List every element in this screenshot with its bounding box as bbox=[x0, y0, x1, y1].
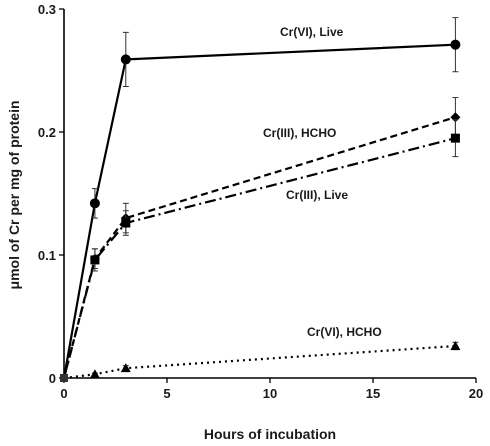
data-point bbox=[89, 198, 100, 209]
series-line bbox=[62, 43, 456, 379]
series-label-crvi-hcho: Cr(VI), HCHO bbox=[307, 325, 382, 339]
y-axis-title: μmol of Cr per mg of protein bbox=[6, 100, 22, 289]
series-label-criii-hcho: Cr(III), HCHO bbox=[263, 126, 336, 140]
y-tick-label: 0 bbox=[49, 371, 56, 386]
tick-group: 0 5 10 15 20 0 0.1 0.2 0.3 bbox=[38, 2, 483, 401]
series-line bbox=[62, 116, 456, 379]
series-line bbox=[62, 137, 456, 379]
data-point bbox=[89, 369, 100, 379]
series-label-group: Cr(VI), Live Cr(III), HCHO Cr(III), Live… bbox=[263, 25, 382, 339]
x-tick-label: 15 bbox=[366, 386, 380, 401]
data-point bbox=[120, 363, 131, 373]
data-point bbox=[60, 374, 68, 382]
series-cr-vi-hcho bbox=[60, 341, 461, 382]
x-tick-label: 10 bbox=[263, 386, 277, 401]
series-label-crvi-live: Cr(VI), Live bbox=[280, 25, 344, 39]
y-tick-label: 0.1 bbox=[38, 248, 56, 263]
series-group bbox=[60, 17, 461, 382]
series-cr-vi-live bbox=[60, 17, 461, 382]
data-point bbox=[90, 255, 100, 265]
data-point bbox=[450, 341, 461, 351]
x-axis-title: Hours of incubation bbox=[204, 426, 336, 442]
series-cr-iii-hcho bbox=[60, 97, 461, 382]
data-point bbox=[450, 39, 461, 50]
data-point bbox=[120, 54, 131, 65]
series-label-criii-live: Cr(III), Live bbox=[286, 188, 348, 202]
x-tick-label: 20 bbox=[469, 386, 483, 401]
y-tick-label: 0.2 bbox=[38, 125, 56, 140]
x-tick-label: 5 bbox=[163, 386, 170, 401]
x-tick-label: 0 bbox=[60, 386, 67, 401]
y-tick-label: 0.3 bbox=[38, 2, 56, 17]
series-cr-iii-live bbox=[60, 119, 460, 382]
series-line bbox=[63, 344, 456, 380]
data-point bbox=[450, 133, 460, 143]
data-point bbox=[121, 218, 131, 228]
